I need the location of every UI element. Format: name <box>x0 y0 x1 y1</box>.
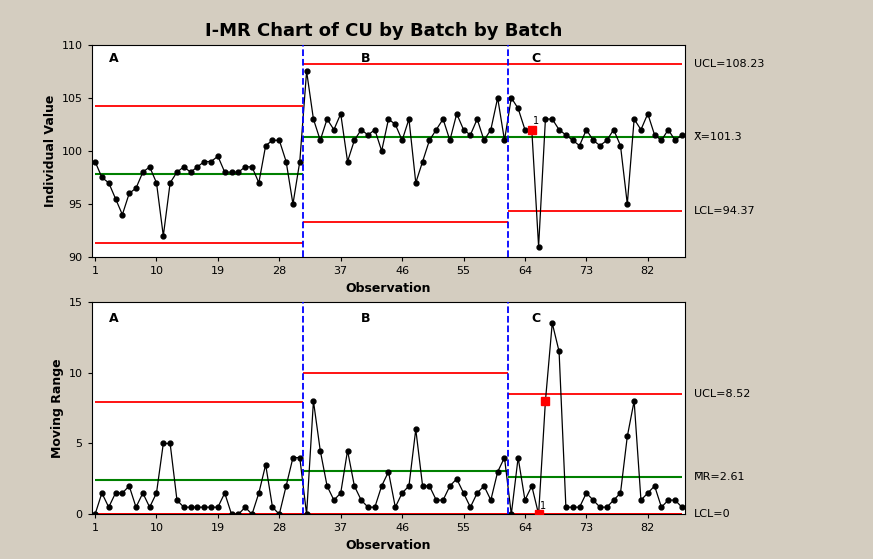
Text: B: B <box>361 52 371 65</box>
Text: C: C <box>532 312 541 325</box>
Text: C: C <box>532 52 541 65</box>
Text: LCL=94.37: LCL=94.37 <box>694 206 756 216</box>
Text: UCL=108.23: UCL=108.23 <box>694 59 765 69</box>
Text: B: B <box>361 312 371 325</box>
Y-axis label: Moving Range: Moving Range <box>52 358 65 458</box>
Text: 1: 1 <box>540 501 546 511</box>
X-axis label: Observation: Observation <box>346 539 431 552</box>
Text: A: A <box>109 312 119 325</box>
Text: LCL=0: LCL=0 <box>694 509 731 519</box>
Y-axis label: Individual Value: Individual Value <box>45 94 58 207</box>
Text: X̅=101.3: X̅=101.3 <box>694 132 743 142</box>
Text: 1: 1 <box>533 116 540 126</box>
Text: M̅R=2.61: M̅R=2.61 <box>694 472 746 482</box>
X-axis label: Observation: Observation <box>346 282 431 295</box>
Text: UCL=8.52: UCL=8.52 <box>694 389 751 399</box>
Text: A: A <box>109 52 119 65</box>
Text: I-MR Chart of CU by Batch by Batch: I-MR Chart of CU by Batch by Batch <box>205 22 563 40</box>
